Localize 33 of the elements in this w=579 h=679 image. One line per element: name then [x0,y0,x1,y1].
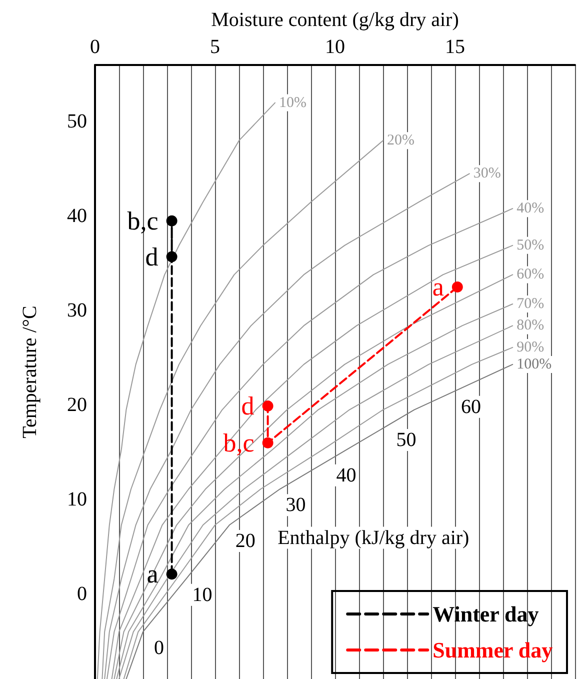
y-tick-label: 10 [67,488,87,511]
data-label: a [432,272,444,302]
y-tick-label: 40 [67,205,87,228]
annotation: 20 [235,530,256,552]
x-tick-label: 15 [445,36,465,58]
annotation: 40 [336,464,356,486]
series-label: 40% [516,200,544,217]
annotation: Enthalpy (kJ/kg dry air) [278,526,470,549]
y-tick-label: 50 [67,110,87,133]
annotation: 30 [286,494,306,516]
annotation: 0 [154,636,164,659]
series-label: 80% [516,318,544,334]
series-label: 20% [387,132,414,149]
data-label: d [241,392,254,421]
series-label: 50% [516,237,544,254]
series-label: 10% [279,94,306,111]
series-label: 100% [516,356,552,372]
series-label: 60% [516,266,544,283]
y-axis-title: Temperature /°C [19,306,41,438]
y-tick-label: 20 [67,394,87,416]
annotation: 10 [192,584,212,606]
y-tick-label: 30 [67,300,87,322]
x-tick-label: 5 [210,36,220,58]
data-label: d [145,242,158,272]
x-tick-label: 10 [325,36,345,58]
annotation: 50 [396,428,416,451]
series-label: 90% [516,339,544,356]
series-label: 30% [473,166,501,182]
data-label: a [146,560,159,589]
y-tick-label: 0 [77,582,87,605]
x-axis-title: Moisture content (g/kg dry air) [211,9,459,31]
annotation: 60 [461,396,481,418]
series-label: 70% [516,296,544,312]
